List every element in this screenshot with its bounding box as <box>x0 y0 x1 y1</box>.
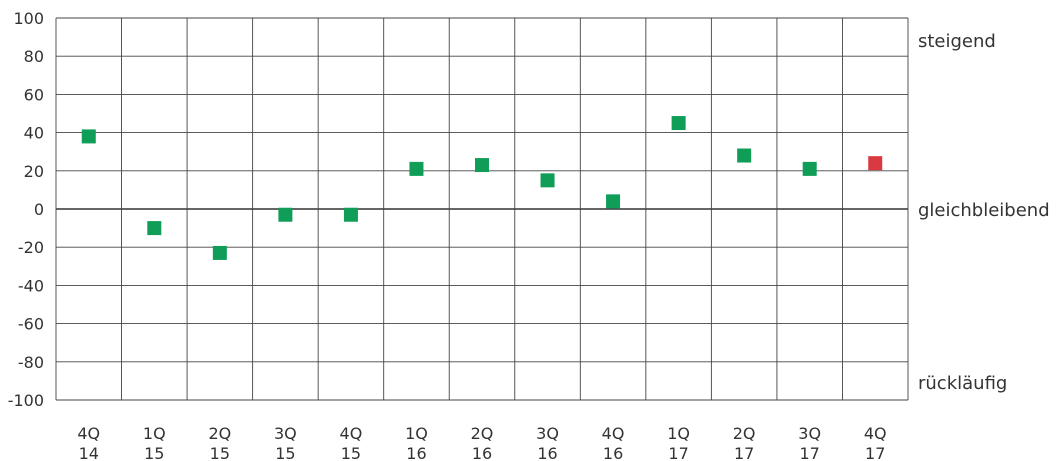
x-tick-label-year: 16 <box>472 444 492 461</box>
data-point <box>737 148 752 163</box>
x-tick-label-quarter: 4Q <box>602 424 625 443</box>
y-tick-label: 0 <box>34 200 44 219</box>
y-tick-label: 40 <box>24 124 44 143</box>
data-point <box>868 156 883 171</box>
y-tick-label: 20 <box>24 162 44 181</box>
x-tick-label-year: 16 <box>406 444 426 461</box>
x-tick-label-quarter: 4Q <box>864 424 887 443</box>
x-axis-ticks: 4Q141Q152Q153Q154Q151Q162Q163Q164Q161Q17… <box>77 424 886 461</box>
y-tick-label: 80 <box>24 47 44 66</box>
data-point <box>475 158 489 173</box>
x-tick-label-year: 15 <box>341 444 361 461</box>
x-tick-label-quarter: 3Q <box>798 424 821 443</box>
x-tick-label-year: 14 <box>79 444 99 461</box>
x-tick-label-quarter: 3Q <box>536 424 559 443</box>
data-point <box>671 116 686 131</box>
data-point <box>278 207 293 222</box>
x-tick-label-quarter: 1Q <box>667 424 690 443</box>
x-tick-label-year: 15 <box>275 444 295 461</box>
y-tick-label: 60 <box>24 85 44 104</box>
x-tick-label-year: 16 <box>603 444 623 461</box>
x-tick-label-quarter: 1Q <box>405 424 428 443</box>
chart-grid <box>55 17 909 401</box>
y-tick-label: -60 <box>18 315 44 334</box>
data-point <box>343 207 358 222</box>
x-tick-label-year: 17 <box>865 444 885 461</box>
right-labels: steigend gleichbleibend rückläufig <box>918 31 1050 394</box>
y-tick-label: -40 <box>18 276 44 295</box>
y-tick-label: -100 <box>8 391 44 410</box>
data-point <box>540 173 555 188</box>
y-axis-ticks: 100 80 60 40 20 0 -20 -40 -60 -80 -100 <box>8 9 44 410</box>
x-tick-label-quarter: 2Q <box>471 424 494 443</box>
x-tick-label-year: 16 <box>537 444 557 461</box>
data-point <box>802 161 817 176</box>
label-steigend: steigend <box>918 31 996 52</box>
x-tick-label-quarter: 3Q <box>274 424 297 443</box>
x-tick-label-quarter: 2Q <box>733 424 756 443</box>
data-point <box>212 245 227 260</box>
x-tick-label-year: 17 <box>734 444 754 461</box>
x-tick-label-quarter: 2Q <box>208 424 231 443</box>
y-tick-label: -80 <box>18 353 44 372</box>
x-tick-label-year: 17 <box>800 444 820 461</box>
label-gleichbleibend: gleichbleibend <box>918 200 1050 221</box>
data-points <box>81 116 883 260</box>
x-tick-label-year: 15 <box>144 444 164 461</box>
data-point <box>409 161 424 176</box>
y-tick-label: 100 <box>13 9 44 28</box>
y-tick-label: -20 <box>18 238 44 257</box>
label-ruecklaeufig: rückläufig <box>918 373 1007 394</box>
x-tick-label-year: 15 <box>210 444 230 461</box>
data-point <box>81 129 96 144</box>
x-tick-label-year: 17 <box>668 444 688 461</box>
x-tick-label-quarter: 4Q <box>77 424 100 443</box>
data-point <box>606 194 621 209</box>
x-tick-label-quarter: 4Q <box>340 424 363 443</box>
data-point <box>147 221 162 236</box>
x-tick-label-quarter: 1Q <box>143 424 166 443</box>
